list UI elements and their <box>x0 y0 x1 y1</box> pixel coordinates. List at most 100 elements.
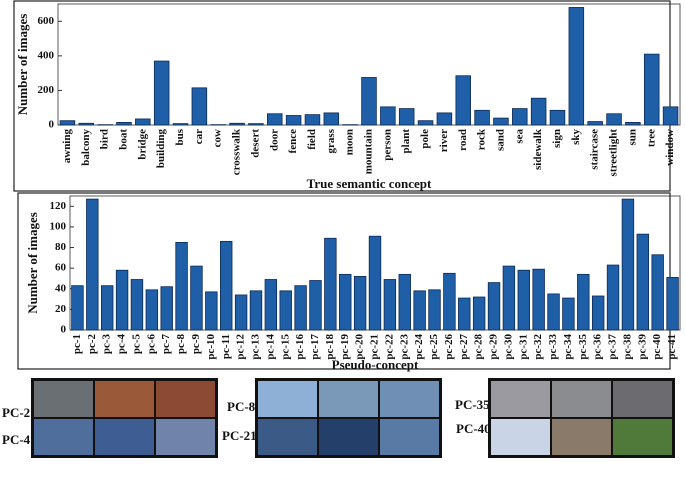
x-tick-label: sidewalk <box>532 128 544 170</box>
bar <box>380 106 396 126</box>
thumbnail <box>156 419 215 455</box>
bar <box>587 121 603 126</box>
x-tick-label: plant <box>400 129 412 154</box>
panel-label: PC-40 <box>456 421 491 436</box>
x-tick-label: sign <box>551 129 563 148</box>
x-tick-label: road <box>457 129 469 151</box>
thumbnail <box>380 381 439 417</box>
x-tick-label: pc-9 <box>190 334 202 355</box>
x-axis-title: True semantic concept <box>307 176 432 191</box>
bar <box>59 120 76 126</box>
bar <box>205 291 218 331</box>
bar <box>562 297 575 331</box>
bar <box>458 297 471 331</box>
y-axis-title: Number of images <box>15 14 30 116</box>
x-tick-label: crosswalk <box>231 128 243 175</box>
bar <box>100 285 114 331</box>
x-tick-label: pc-3 <box>101 334 113 355</box>
x-tick-label: pc-5 <box>130 334 142 355</box>
y-tick-label: 100 <box>50 220 67 232</box>
bar <box>455 75 471 126</box>
x-tick-label: pc-22 <box>383 334 395 360</box>
x-tick-label: pc-13 <box>250 334 262 360</box>
bar <box>86 198 99 331</box>
thumbnail <box>491 381 550 417</box>
bar <box>591 295 605 331</box>
x-tick-label: rock <box>476 128 488 150</box>
x-tick-label: bird <box>99 129 111 149</box>
x-tick-label: pc-4 <box>116 334 128 355</box>
x-tick-label: sky <box>570 129 582 145</box>
bar <box>443 272 456 331</box>
bar <box>304 114 321 126</box>
y-tick-label: 400 <box>38 49 55 61</box>
bar <box>547 293 560 331</box>
x-tick-label: pc-41 <box>666 334 678 360</box>
y-tick-label: 200 <box>38 84 55 96</box>
thumbnail <box>552 419 611 455</box>
bar <box>130 279 144 331</box>
bar <box>428 289 441 331</box>
thumbnail <box>613 381 672 417</box>
x-tick-label: pc-11 <box>220 334 232 359</box>
thumbnail <box>319 381 378 417</box>
panel-label: PC-8 <box>227 399 256 414</box>
x-tick-label: pc-17 <box>309 334 321 360</box>
bar <box>606 264 620 331</box>
x-tick-label: streetlight <box>608 129 620 177</box>
x-tick-label: desert <box>249 129 261 158</box>
bar <box>568 7 585 126</box>
x-tick-label: pc-32 <box>532 334 544 360</box>
x-tick-label: pc-16 <box>294 334 306 360</box>
bar <box>417 120 434 126</box>
x-tick-label: pc-25 <box>428 334 440 360</box>
x-tick-label: field <box>306 129 318 150</box>
x-tick-label: boat <box>118 129 130 150</box>
bar <box>487 282 501 331</box>
x-tick-label: sun <box>626 129 638 146</box>
bar <box>78 122 95 126</box>
bar <box>339 273 352 331</box>
bar <box>625 122 641 126</box>
bar <box>361 77 377 126</box>
y-tick-label: 80 <box>55 241 67 253</box>
bar <box>264 279 278 331</box>
bar <box>249 290 263 331</box>
bar <box>267 113 283 126</box>
x-tick-label: pc-38 <box>621 334 633 360</box>
bar <box>530 97 547 126</box>
x-tick-label: bridge <box>136 129 148 160</box>
thumbnail <box>380 419 439 455</box>
x-tick-label: river <box>438 129 450 152</box>
thumbnail <box>552 381 611 417</box>
x-tick-label: pc-31 <box>517 334 529 360</box>
y-tick-label: 60 <box>55 262 67 274</box>
bar <box>436 112 453 126</box>
x-tick-label: pc-23 <box>398 334 410 360</box>
bar <box>493 117 509 126</box>
x-tick-label: pc-6 <box>145 334 157 355</box>
x-tick-label: pc-37 <box>607 334 619 360</box>
bar <box>172 123 189 126</box>
y-tick-label: 0 <box>61 324 67 336</box>
x-tick-label: awning <box>61 129 73 164</box>
bar <box>577 273 590 331</box>
x-tick-label: pc-26 <box>443 334 455 360</box>
bar <box>135 118 151 126</box>
x-tick-label: pc-19 <box>339 334 351 360</box>
x-tick-label: pc-34 <box>562 334 574 360</box>
y-tick-label: 120 <box>50 200 67 212</box>
y-tick-label: 0 <box>49 119 55 131</box>
thumbnail <box>95 381 154 417</box>
x-tick-label: door <box>268 129 280 151</box>
panel-label: PC-21 <box>222 428 257 443</box>
x-tick-label: mountain <box>363 129 375 174</box>
bar <box>636 233 650 331</box>
x-tick-label: pc-28 <box>473 334 485 360</box>
bar <box>160 286 173 331</box>
bar <box>115 269 129 331</box>
x-tick-label: pc-36 <box>592 334 604 360</box>
bar <box>398 273 411 331</box>
bar <box>532 268 545 331</box>
bar <box>643 53 660 126</box>
